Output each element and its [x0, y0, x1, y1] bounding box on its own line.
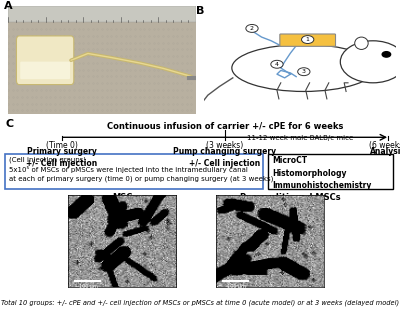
Text: 100 μm: 100 μm [226, 284, 246, 289]
Text: Total 10 groups: +/- cPE and +/- cell injection of MSCs or pMSCs at time 0 (acut: Total 10 groups: +/- cPE and +/- cell in… [1, 299, 399, 306]
Circle shape [298, 68, 310, 76]
Text: MicroCT
Histomorphology
Immunohistochemistry: MicroCT Histomorphology Immunohistochemi… [272, 156, 371, 190]
Bar [5, 154, 263, 189]
Bar [8, 6, 196, 23]
Text: B: B [196, 6, 205, 16]
Text: Continuous infusion of carrier +/- cPE for 6 weeks: Continuous infusion of carrier +/- cPE f… [107, 122, 343, 131]
Ellipse shape [398, 60, 400, 63]
Text: Primary surgery
+/- Cell injection: Primary surgery +/- Cell injection [26, 147, 98, 168]
FancyBboxPatch shape [280, 34, 336, 46]
Circle shape [340, 41, 400, 83]
Text: (3 weeks): (3 weeks) [206, 141, 244, 150]
Text: 4: 4 [275, 62, 279, 67]
Text: 3: 3 [302, 69, 306, 74]
Text: 1: 1 [306, 37, 310, 42]
Circle shape [302, 36, 314, 44]
Text: Preconditioned MSCs: Preconditioned MSCs [240, 193, 340, 202]
Text: (Time 0): (Time 0) [46, 141, 78, 150]
Text: MSCs: MSCs [112, 193, 138, 202]
Circle shape [382, 52, 391, 57]
Text: Pump changing surgery
+/- Cell injection: Pump changing surgery +/- Cell injection [174, 147, 276, 168]
FancyBboxPatch shape [16, 36, 74, 85]
Text: (6 weeks): (6 weeks) [369, 141, 400, 150]
Text: (Cell injection groups)
5x10⁵ of MSCs or pMSCs were injected into the intramedul: (Cell injection groups) 5x10⁵ of MSCs or… [9, 156, 273, 182]
Text: 100 μm: 100 μm [78, 284, 98, 289]
Circle shape [246, 24, 258, 32]
Ellipse shape [355, 37, 368, 49]
Text: A: A [4, 1, 13, 11]
Text: C: C [5, 119, 13, 129]
Circle shape [271, 60, 283, 68]
Text: 2: 2 [250, 26, 254, 31]
Text: 11-12 week male BALB/c mice: 11-12 week male BALB/c mice [247, 135, 353, 141]
FancyBboxPatch shape [20, 61, 70, 79]
Bar [268, 154, 393, 189]
Text: Analysis: Analysis [370, 147, 400, 156]
Ellipse shape [232, 44, 376, 91]
